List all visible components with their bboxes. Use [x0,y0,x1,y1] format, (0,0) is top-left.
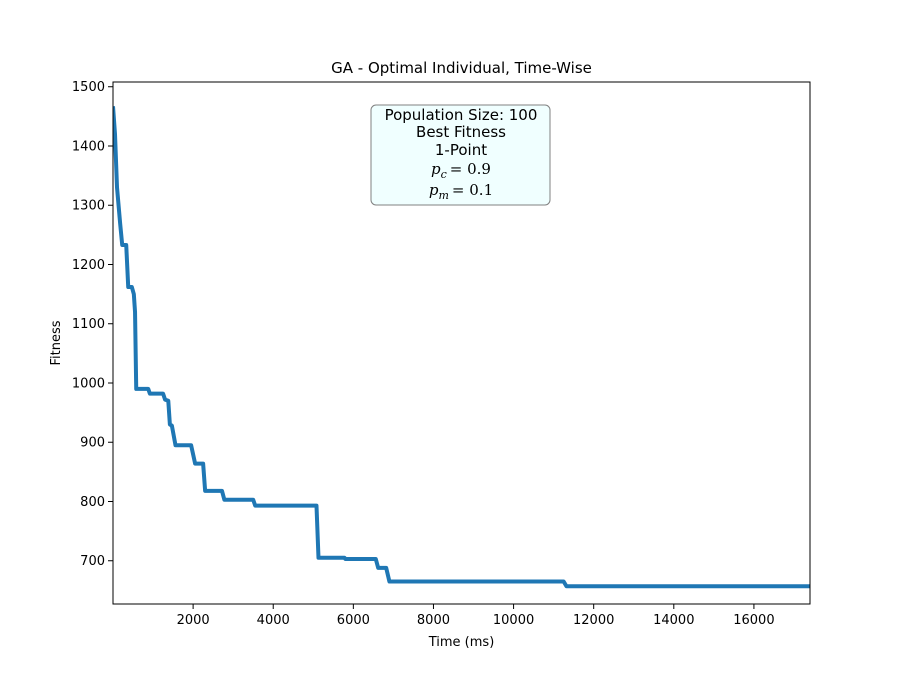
plot-border [112,81,811,605]
x-tick-label: 10000 [493,613,534,628]
annotation-box: Population Size: 100 Best Fitness 1-Poin… [370,104,551,206]
annotation-selection: Best Fitness [416,123,506,141]
annotation-crossover: 1-Point [435,141,487,159]
y-axis-label: Fitness [49,320,64,365]
y-tick-label: 1200 [72,258,105,273]
y-tick-label: 900 [80,436,105,451]
axis-layer: 2000 4000 6000 8000 10000 12000 14000 16000 700 8… [72,80,775,628]
chart-title: GA - Optimal Individual, Time-Wise [331,59,592,77]
y-tick-label: 1400 [72,139,105,154]
y-tick-label: 1300 [72,199,105,214]
x-tick-label: 2000 [177,613,210,628]
y-tick-label: 1000 [72,376,105,391]
annotation-pm: pm = 0.1 [429,181,493,202]
x-tick-label: 4000 [257,613,290,628]
x-tick-label: 14000 [653,613,694,628]
annotation-background [370,104,551,206]
y-tick-label: 1100 [72,317,105,332]
x-axis-label: Time (ms) [428,635,495,650]
annotation-pc: pc = 0.9 [431,160,491,181]
y-tick-label: 700 [80,554,105,569]
x-tick-label: 12000 [573,613,614,628]
x-tick-label: 6000 [337,613,370,628]
annotation-population: Population Size: 100 [385,106,538,124]
x-tick-label: 16000 [733,613,774,628]
line-layer [113,106,810,589]
y-tick-label: 800 [80,495,105,510]
x-tick-label: 8000 [417,613,450,628]
y-tick-label: 1500 [72,80,105,95]
series-line-0 [113,106,810,589]
